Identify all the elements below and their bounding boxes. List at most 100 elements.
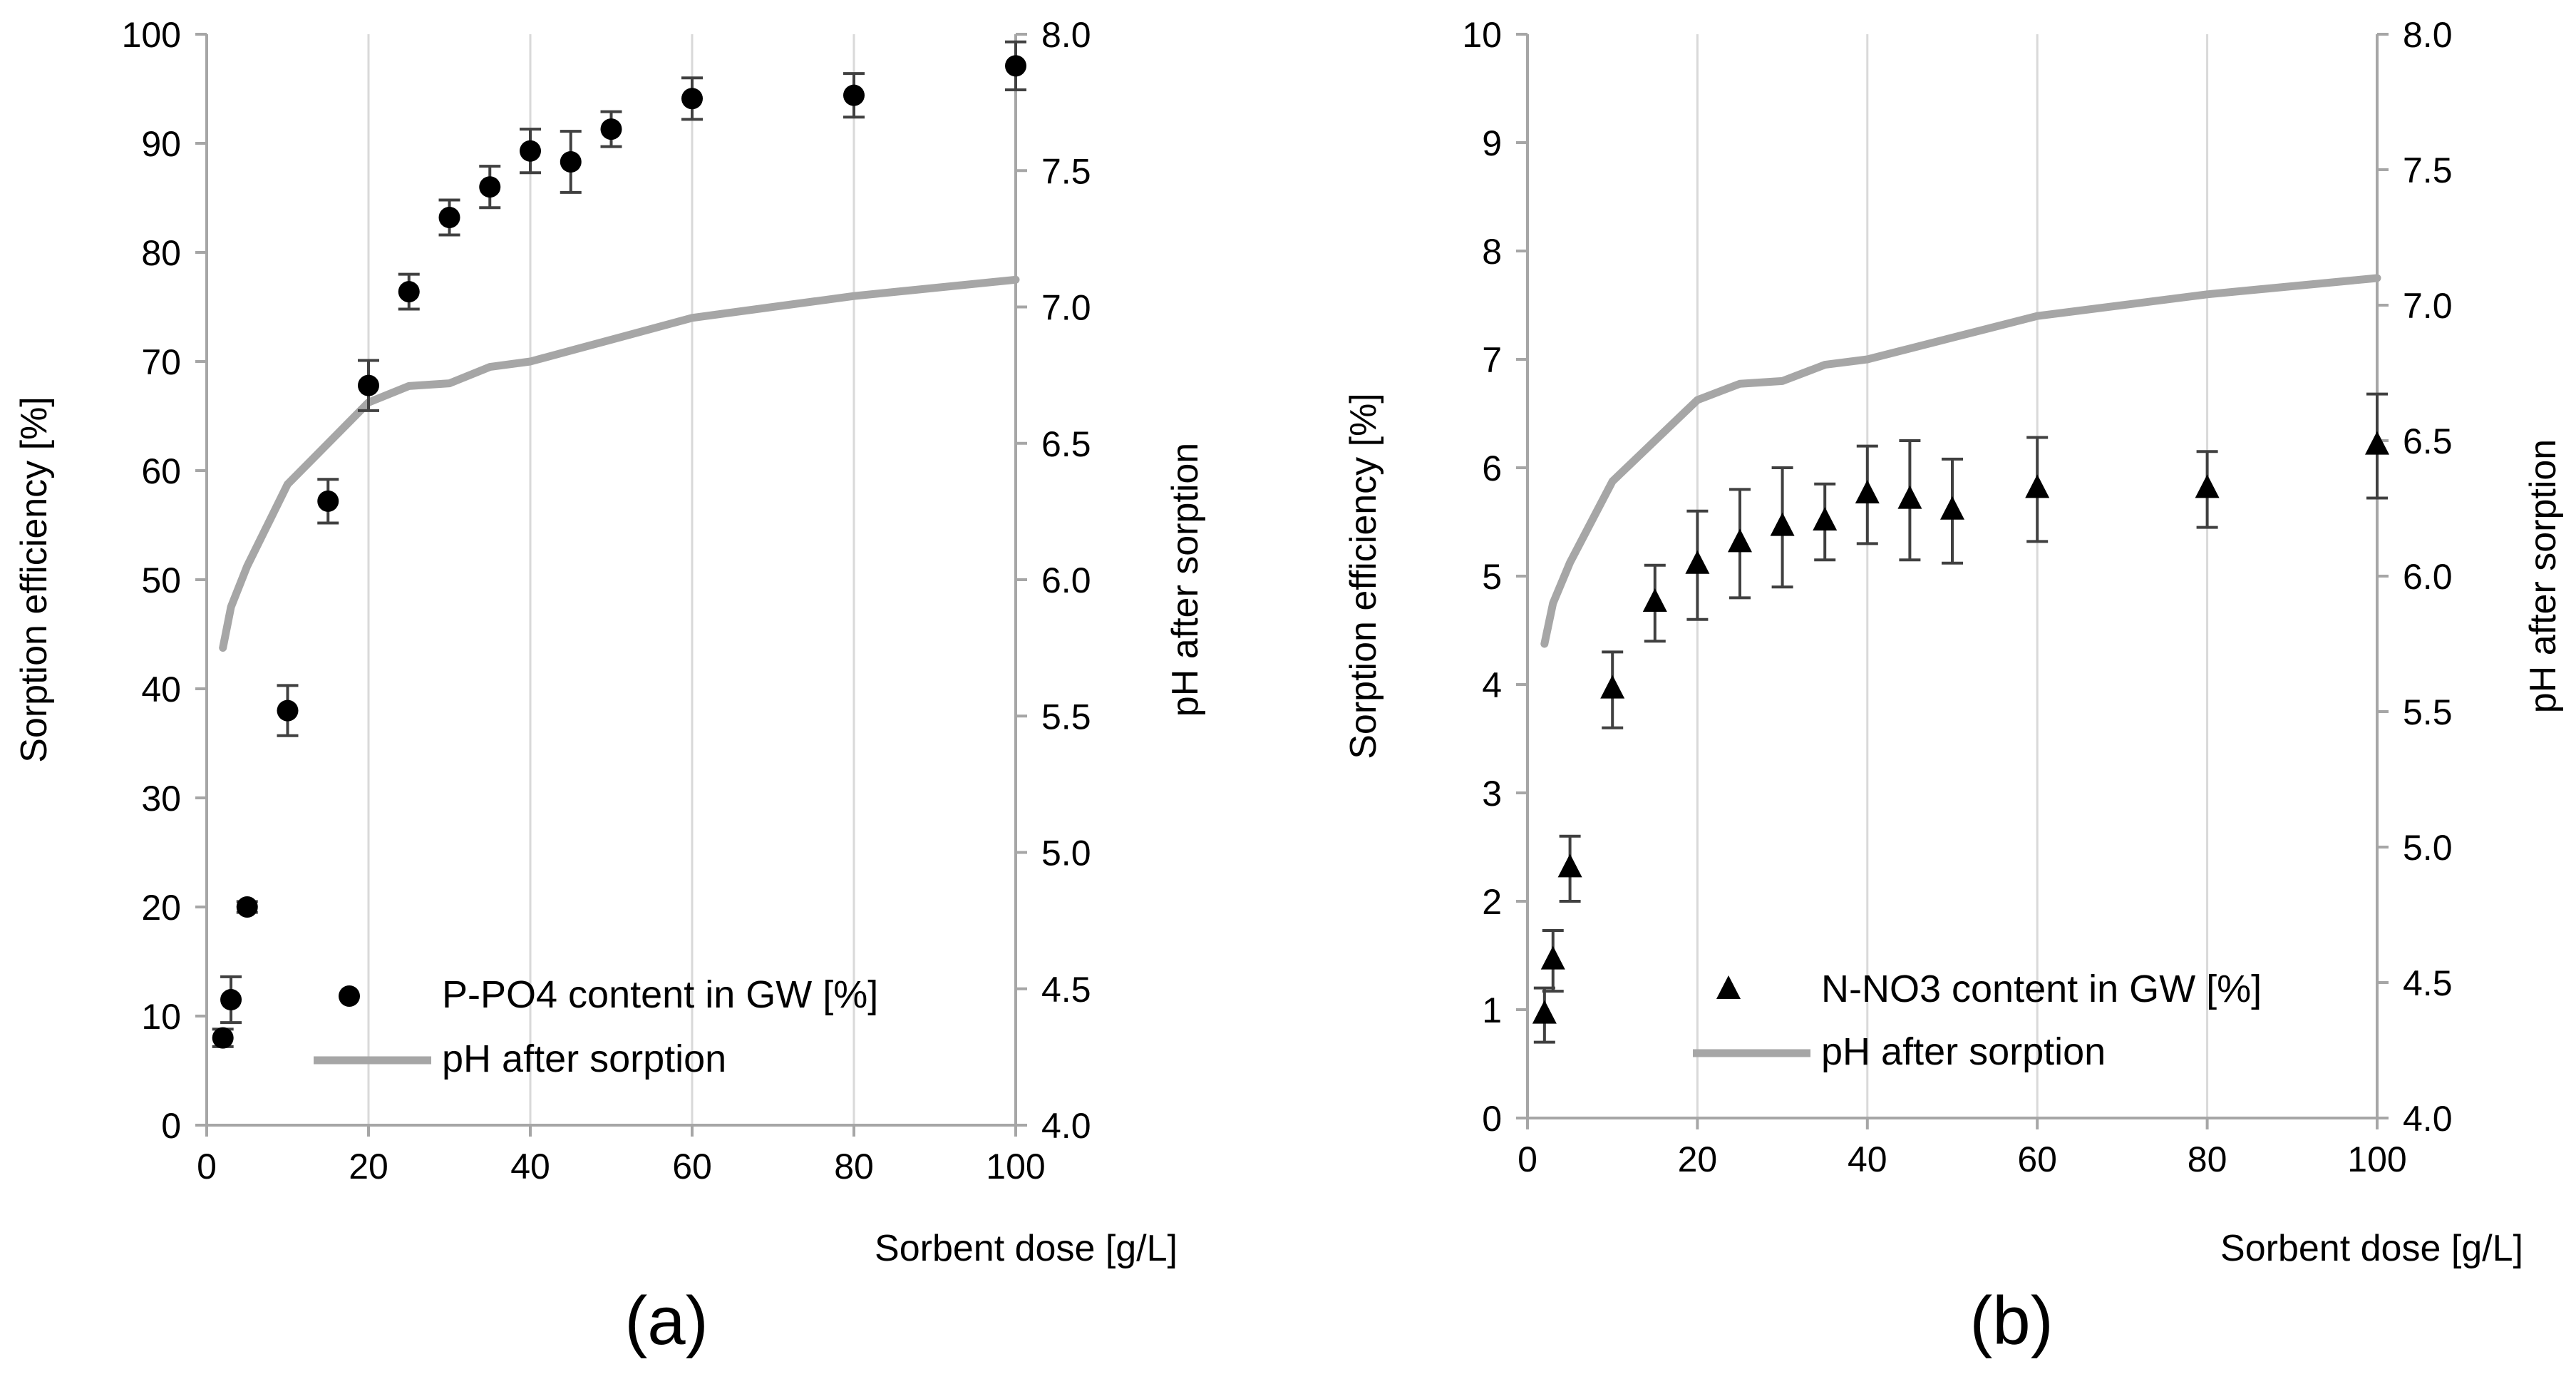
y-tick-label: 20 xyxy=(141,888,181,928)
y-tick-label: 30 xyxy=(141,779,181,819)
circle-marker xyxy=(560,151,582,173)
legend-label-ph: pH after sorption xyxy=(442,1037,726,1080)
x-tick-label: 100 xyxy=(986,1147,1045,1186)
data-point xyxy=(220,975,242,1025)
y2-tick-label: 4.5 xyxy=(1041,970,1091,1010)
data-point xyxy=(1855,444,1880,545)
y2-tick-label: 7.5 xyxy=(2403,150,2453,190)
right-y-ticks: 4.0 4.5 5.0 5.5 6.0 6.5 7.0 7.5 8.0 xyxy=(1016,15,1091,1146)
data-point xyxy=(479,165,501,210)
circle-marker xyxy=(220,989,242,1011)
circle-marker xyxy=(212,1027,234,1049)
data-point xyxy=(358,359,379,412)
triangle-marker xyxy=(1855,480,1880,503)
triangle-marker xyxy=(1897,485,1922,509)
data-point xyxy=(1940,457,1964,565)
x-tick-label: 60 xyxy=(672,1147,712,1186)
y2-tick-label: 6.0 xyxy=(2403,557,2453,597)
legend-label-sorption: N-NO3 content in GW [%] xyxy=(1821,968,2262,1010)
circle-marker xyxy=(843,84,865,106)
y-axis-title: Sorption efficiency [%] xyxy=(1343,393,1384,759)
y-tick-label: 0 xyxy=(1482,1099,1502,1139)
legend-label-ph: pH after sorption xyxy=(1821,1030,2106,1073)
x-ticks: 0 20 40 60 80 100 xyxy=(1518,1118,2407,1179)
data-point xyxy=(2195,450,2220,529)
circle-marker xyxy=(479,176,501,198)
triangle-marker xyxy=(2025,474,2050,498)
triangle-marker xyxy=(1685,550,1710,574)
triangle-marker xyxy=(1770,512,1795,536)
data-point xyxy=(1557,834,1582,903)
data-point xyxy=(1642,563,1667,643)
data-point xyxy=(317,478,339,525)
y-tick-label: 60 xyxy=(141,451,181,491)
y-tick-label: 80 xyxy=(141,233,181,273)
x-tick-label: 60 xyxy=(2017,1139,2057,1179)
data-point xyxy=(277,684,299,737)
circle-marker xyxy=(236,896,258,918)
data-point xyxy=(600,110,622,148)
y-tick-label: 100 xyxy=(122,15,181,55)
y2-tick-label: 6.5 xyxy=(1041,424,1091,464)
data-point xyxy=(1770,466,1795,589)
data-point xyxy=(2365,392,2389,500)
y-tick-label: 10 xyxy=(1462,15,1502,55)
x-tick-label: 100 xyxy=(2347,1139,2406,1179)
data-point xyxy=(212,1027,234,1049)
data-point xyxy=(560,130,582,194)
data-point xyxy=(1685,509,1710,621)
x-tick-label: 80 xyxy=(2188,1139,2227,1179)
right-y-ticks: 4.0 4.5 5.0 5.5 6.0 6.5 7.0 7.5 8.0 xyxy=(2377,15,2453,1139)
legend-circle-marker xyxy=(339,985,360,1007)
x-gridlines xyxy=(367,34,855,1125)
panel-b: 0 1 2 3 4 5 6 7 8 9 10 4.0 4.5 5.0 5.5 6.0 6.5 7.0 7.5 8.0… xyxy=(1343,15,2564,1359)
triangle-marker xyxy=(1940,496,1964,520)
y2-tick-label: 4.5 xyxy=(2403,963,2453,1003)
y2-tick-label: 8.0 xyxy=(1041,15,1091,55)
sorption-series xyxy=(1532,392,2389,1044)
circle-marker xyxy=(520,140,541,162)
ph-line xyxy=(1540,274,2381,648)
y-tick-label: 10 xyxy=(141,997,181,1037)
ph-series xyxy=(219,275,1020,652)
x-tick-label: 40 xyxy=(510,1147,550,1186)
y2-tick-label: 6.0 xyxy=(1041,560,1091,600)
legend: P-PO4 content in GW [%] pH after sorption xyxy=(314,973,878,1080)
y2-axis-title: pH after sorption xyxy=(2523,439,2564,713)
circle-marker xyxy=(398,281,420,303)
data-point xyxy=(236,896,258,918)
data-point xyxy=(1897,439,1922,562)
triangle-marker xyxy=(1540,945,1565,970)
y2-tick-label: 4.0 xyxy=(1041,1106,1091,1146)
ph-series xyxy=(1540,274,2381,648)
left-y-ticks: 0 1 2 3 4 5 6 7 8 9 10 xyxy=(1462,15,1527,1139)
circle-marker xyxy=(358,374,379,396)
left-y-ticks: 0 10 20 30 40 50 60 70 80 90 100 xyxy=(122,15,207,1146)
data-point xyxy=(1540,929,1565,993)
data-point xyxy=(681,76,703,121)
y2-axis-title: pH after sorption xyxy=(1165,443,1206,717)
triangle-marker xyxy=(1557,853,1582,878)
data-point xyxy=(843,72,865,119)
y-tick-label: 0 xyxy=(161,1106,181,1146)
legend: N-NO3 content in GW [%] pH after sorption xyxy=(1693,968,2262,1073)
circle-marker xyxy=(317,490,339,512)
y2-tick-label: 7.5 xyxy=(1041,151,1091,191)
triangle-marker xyxy=(1813,507,1838,530)
panel-label: (b) xyxy=(1969,1283,2053,1359)
y-tick-label: 3 xyxy=(1482,774,1502,814)
triangle-marker xyxy=(2365,431,2389,455)
x-tick-label: 20 xyxy=(349,1147,388,1186)
x-ticks: 0 20 40 60 80 100 xyxy=(197,1125,1046,1186)
sorption-series xyxy=(212,40,1026,1049)
data-point xyxy=(1005,40,1026,92)
y-tick-label: 8 xyxy=(1482,232,1502,272)
circle-marker xyxy=(600,118,622,140)
triangle-marker xyxy=(1600,675,1625,699)
x-axis-title: Sorbent dose [g/L] xyxy=(875,1228,1178,1269)
data-point xyxy=(1728,488,1752,600)
x-axis-title: Sorbent dose [g/L] xyxy=(2220,1228,2523,1269)
x-tick-label: 80 xyxy=(834,1147,874,1186)
y-tick-label: 50 xyxy=(141,560,181,600)
x-tick-label: 0 xyxy=(1518,1139,1537,1179)
